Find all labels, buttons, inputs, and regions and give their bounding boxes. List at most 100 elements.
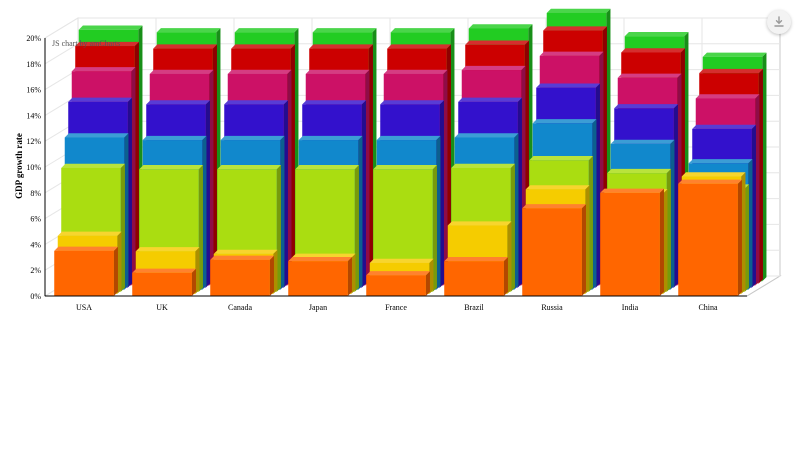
column-segment: [678, 179, 742, 296]
column-side: [273, 249, 278, 294]
column-top: [61, 163, 125, 168]
grid-diagonal: [44, 43, 79, 65]
column-side: [581, 204, 586, 296]
column-top: [532, 119, 597, 124]
column-top: [312, 28, 377, 33]
column-top: [600, 188, 664, 193]
column-top: [617, 73, 682, 78]
column-front: [678, 183, 738, 296]
column-top: [688, 159, 753, 164]
column-side: [744, 184, 749, 292]
column-top: [468, 24, 533, 29]
column-top: [210, 255, 274, 260]
column-side: [351, 253, 356, 294]
column-side: [287, 69, 292, 286]
column-top: [536, 83, 600, 88]
column-top: [366, 271, 430, 276]
column-top: [78, 25, 143, 30]
column-side: [205, 100, 210, 288]
column-top: [451, 163, 515, 168]
column-segment: [54, 246, 118, 296]
column-top: [387, 44, 451, 49]
column-side: [358, 135, 363, 290]
column-front: [444, 261, 504, 296]
column-front: [54, 250, 114, 296]
y-tick-label: 0%: [30, 292, 41, 301]
column-side: [588, 156, 593, 292]
download-icon: [774, 16, 784, 27]
column-top: [621, 48, 685, 53]
column-top: [624, 32, 689, 37]
column-side: [131, 67, 136, 286]
y-axis-title: GDP growth rate: [14, 133, 24, 199]
y-tick-label: 6%: [30, 215, 41, 224]
column-top: [380, 100, 444, 105]
column-side: [202, 135, 207, 290]
column-top: [139, 165, 203, 170]
y-tick-label: 14%: [26, 111, 41, 120]
column-top: [607, 168, 671, 174]
column-side: [670, 139, 675, 290]
column-side: [510, 163, 515, 292]
column-side: [127, 97, 132, 288]
column-top: [71, 67, 136, 72]
column-side: [737, 179, 742, 296]
column-top: [525, 185, 590, 190]
column-segment: [366, 271, 430, 296]
column-side: [354, 165, 359, 292]
column-top: [146, 100, 210, 105]
column-side: [507, 221, 512, 294]
column-top: [135, 247, 200, 252]
column-top: [465, 40, 529, 45]
column-top: [305, 69, 370, 74]
column-top: [454, 133, 519, 138]
column-side: [117, 231, 122, 294]
column-segment: [210, 255, 274, 296]
column-segment: [444, 256, 508, 296]
column-top: [295, 165, 359, 170]
y-tick-label: 8%: [30, 189, 41, 198]
column-side: [673, 104, 678, 288]
column-segment: [288, 256, 352, 296]
download-button[interactable]: [767, 10, 791, 34]
column-side: [517, 97, 522, 288]
y-tick-label: 2%: [30, 266, 41, 275]
column-top: [142, 135, 207, 141]
column-top: [149, 69, 214, 74]
column-top: [54, 246, 118, 251]
column-side: [134, 41, 139, 284]
column-side: [429, 258, 434, 294]
column-side: [361, 100, 366, 288]
column-top: [543, 26, 607, 31]
column-top: [461, 65, 526, 71]
column-side: [209, 69, 214, 286]
column-top: [369, 258, 434, 263]
column-top: [529, 156, 593, 161]
column-top: [695, 94, 760, 99]
column-side: [212, 44, 217, 284]
column-side: [280, 135, 285, 290]
column-top: [373, 165, 437, 170]
column-top: [291, 253, 356, 258]
column-top: [156, 28, 221, 33]
column-side: [368, 44, 373, 284]
column-side: [748, 159, 753, 290]
column-top: [231, 44, 295, 49]
x-tick-label: USA: [76, 303, 92, 312]
x-tick-label: Japan: [309, 303, 327, 312]
x-tick-label: Russia: [541, 303, 563, 312]
column-layers: [54, 8, 767, 296]
column-side: [758, 68, 763, 284]
column-top: [288, 256, 352, 262]
column-front: [288, 261, 348, 296]
column-side: [585, 185, 590, 294]
column-top: [68, 97, 132, 102]
column-front: [600, 192, 660, 296]
chart-axes: 0% 2% 4% 6% 8% 10% 12% 14% 16% 18% 20% USA UK Canada J…: [26, 34, 747, 312]
column-side: [503, 256, 508, 296]
chart-credit-link[interactable]: JS chart by amCharts: [52, 39, 121, 48]
column-top: [699, 68, 763, 74]
column-top: [153, 44, 217, 49]
column-side: [666, 168, 671, 292]
